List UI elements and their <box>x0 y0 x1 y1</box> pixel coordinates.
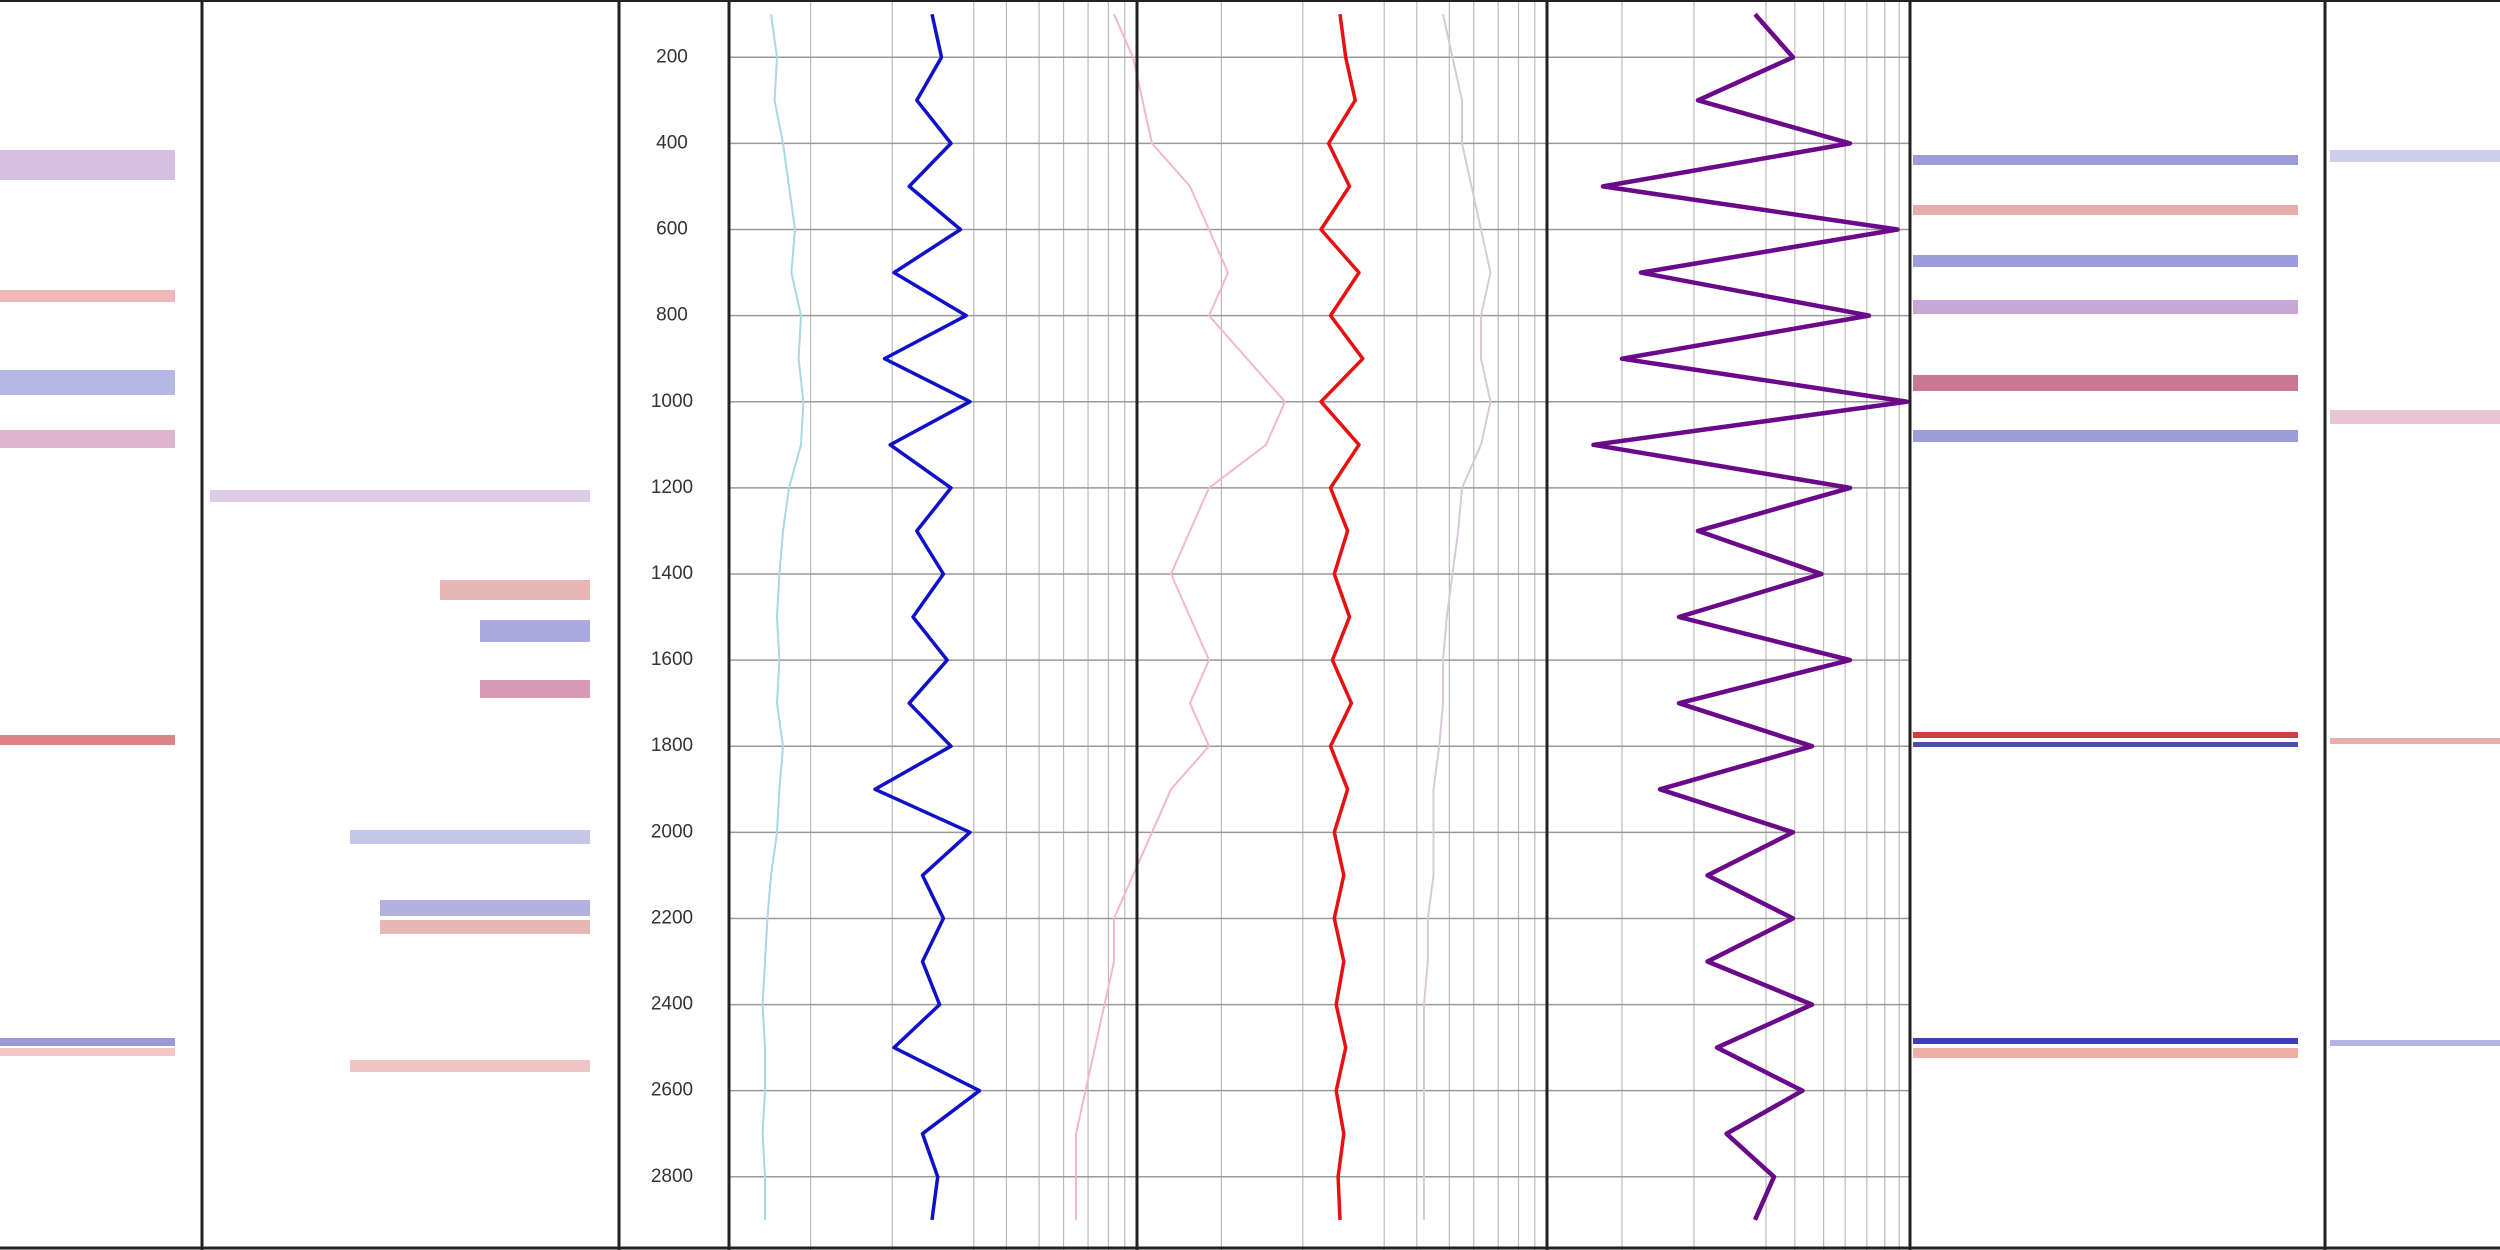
log-curve <box>1319 13 1365 1220</box>
depth-tick-label: 1400 <box>651 563 693 584</box>
depth-tick-label: 1600 <box>651 649 693 670</box>
depth-tick-label: 200 <box>656 46 688 67</box>
depth-tick-label: 800 <box>656 305 688 326</box>
log-curve <box>761 14 805 1220</box>
depth-tick-label: 600 <box>656 219 688 240</box>
depth-tick-label: 2000 <box>651 821 693 842</box>
log-curve <box>1075 13 1286 1220</box>
depth-tick-label: 1800 <box>651 735 693 756</box>
depth-tick-label: 2400 <box>651 994 693 1015</box>
depth-tick-label: 1000 <box>651 391 693 412</box>
log-curve <box>873 13 982 1221</box>
seismic-panel-right <box>1913 155 2298 1058</box>
log-curves <box>761 12 1910 1221</box>
log-curve <box>1591 12 1910 1221</box>
log-curve <box>1423 13 1492 1220</box>
depth-tick-label: 1200 <box>651 477 693 498</box>
depth-tick-label: 2800 <box>651 1166 693 1187</box>
seismic-panel-left <box>0 150 175 1056</box>
depth-tick-label: 400 <box>656 132 688 153</box>
track-grid: 200 400 600 800 1000 1200 1400 1600 1800 2000 2200… <box>651 0 1910 1250</box>
seismic-panel-second <box>210 490 590 1072</box>
depth-tick-label: 2200 <box>651 907 693 928</box>
seismic-panel-far-right <box>2330 150 2500 1046</box>
depth-tick-label: 2600 <box>651 1080 693 1101</box>
